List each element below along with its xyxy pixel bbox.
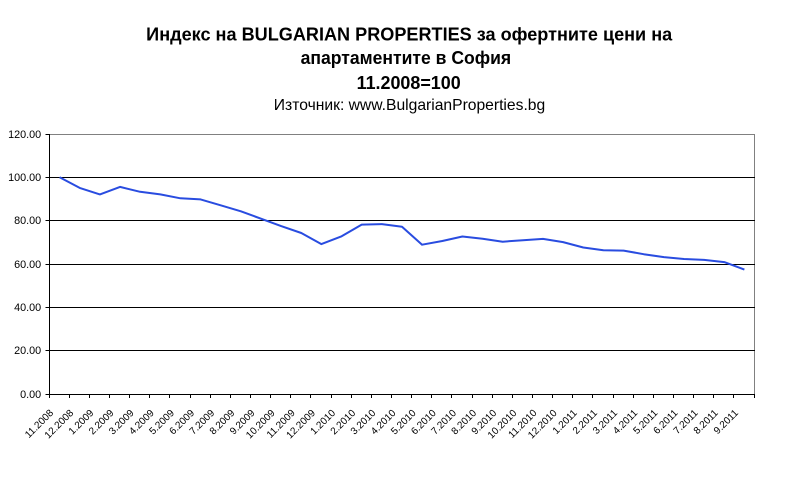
svg-text:Източник: www.BulgarianPropert: Източник: www.BulgarianProperties.bg <box>274 97 545 114</box>
svg-text:100.00: 100.00 <box>8 172 41 184</box>
svg-text:20.00: 20.00 <box>14 345 41 357</box>
svg-text:60.00: 60.00 <box>14 259 41 271</box>
svg-text:80.00: 80.00 <box>14 215 41 227</box>
svg-text:апартаментите в София: апартаментите в София <box>301 48 512 68</box>
svg-text:120.00: 120.00 <box>8 129 41 141</box>
svg-text:40.00: 40.00 <box>14 302 41 314</box>
svg-text:0.00: 0.00 <box>20 389 41 401</box>
svg-text:Индекс на BULGARIAN PROPERTIES: Индекс на BULGARIAN PROPERTIES за офертн… <box>146 24 673 44</box>
svg-text:11.2008=100: 11.2008=100 <box>357 73 461 93</box>
